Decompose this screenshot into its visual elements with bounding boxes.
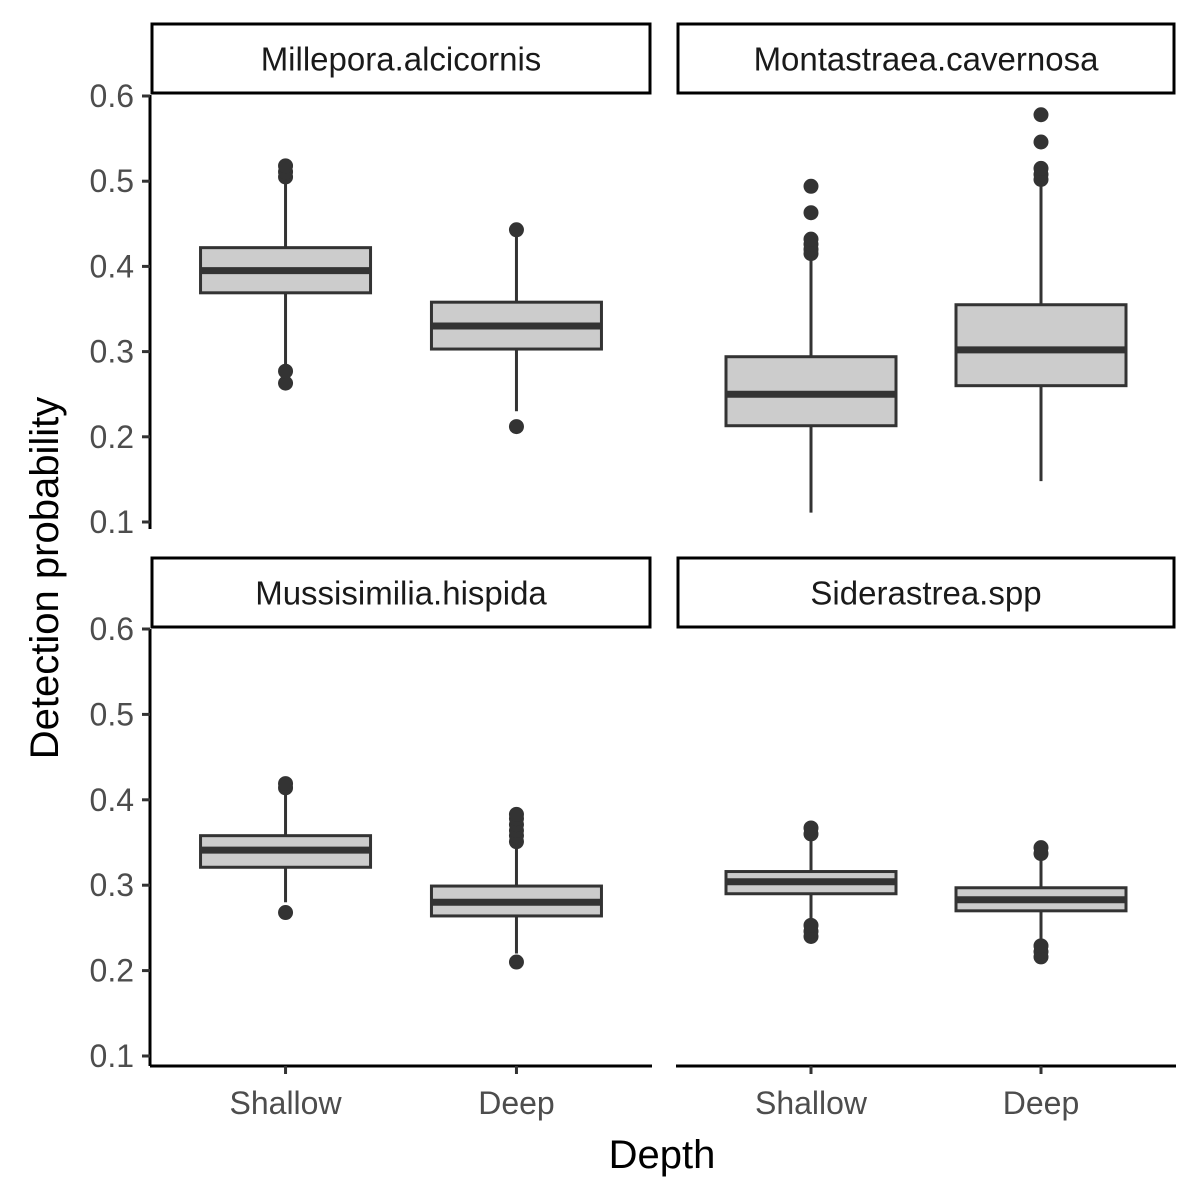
outlier-point bbox=[1033, 840, 1049, 856]
y-tick-label: 0.4 bbox=[90, 248, 134, 284]
facet-strip-label: Mussisimilia.hispida bbox=[255, 575, 547, 612]
x-tick-label: Shallow bbox=[230, 1085, 343, 1121]
outlier-point bbox=[803, 820, 819, 836]
facet-strip bbox=[150, 556, 652, 629]
outlier-point bbox=[1033, 134, 1049, 150]
y-tick-label: 0.6 bbox=[90, 78, 134, 114]
x-tick-label: Deep bbox=[478, 1085, 555, 1121]
outlier-point bbox=[278, 158, 294, 174]
facet-strip-label: Montastraea.cavernosa bbox=[754, 41, 1100, 78]
outlier-point bbox=[803, 231, 819, 247]
y-tick-label: 0.6 bbox=[90, 611, 134, 647]
y-tick-label: 0.5 bbox=[90, 696, 134, 732]
outlier-point bbox=[278, 776, 294, 792]
outlier-point bbox=[508, 806, 524, 822]
y-tick-label: 0.3 bbox=[90, 867, 134, 903]
outlier-point bbox=[1033, 107, 1049, 123]
facet-strip bbox=[676, 22, 1176, 95]
box-iqr bbox=[954, 303, 1128, 388]
facet-strip bbox=[150, 22, 652, 95]
outlier-point bbox=[278, 375, 294, 391]
outlier-point bbox=[1033, 160, 1049, 176]
y-tick-label: 0.1 bbox=[90, 1038, 134, 1074]
outlier-point bbox=[803, 205, 819, 221]
outlier-point bbox=[278, 363, 294, 379]
y-tick-label: 0.1 bbox=[90, 504, 134, 540]
outlier-point bbox=[803, 178, 819, 194]
outlier-point bbox=[508, 222, 524, 238]
facet-strip-label: Siderastrea.spp bbox=[810, 575, 1041, 612]
outlier-point bbox=[803, 917, 819, 933]
y-tick-label: 0.5 bbox=[90, 163, 134, 199]
facet-strip bbox=[676, 556, 1176, 629]
x-tick-label: Shallow bbox=[755, 1085, 868, 1121]
x-axis-title: Depth bbox=[609, 1133, 716, 1177]
x-tick-label: Deep bbox=[1003, 1085, 1080, 1121]
y-tick-label: 0.2 bbox=[90, 419, 134, 455]
outlier-point bbox=[508, 954, 524, 970]
outlier-point bbox=[1033, 938, 1049, 954]
y-axis-title: Detection probability bbox=[23, 397, 67, 759]
y-tick-label: 0.3 bbox=[90, 334, 134, 370]
y-tick-label: 0.2 bbox=[90, 953, 134, 989]
facet-strip-label: Millepora.alcicornis bbox=[261, 41, 542, 78]
y-tick-label: 0.4 bbox=[90, 782, 134, 818]
outlier-point bbox=[278, 905, 294, 921]
outlier-point bbox=[508, 419, 524, 435]
